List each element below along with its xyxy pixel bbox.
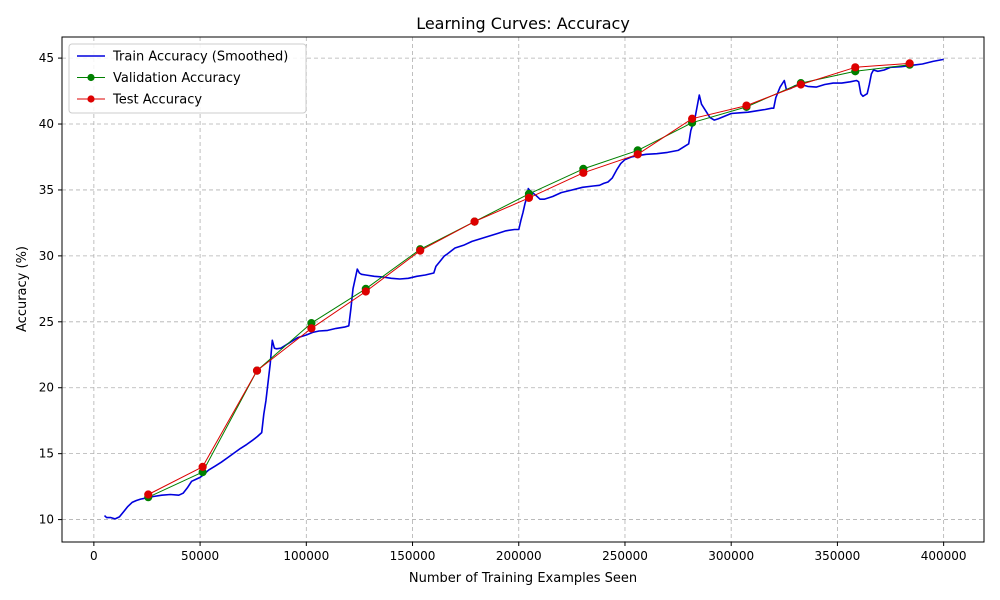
legend-swatch-marker bbox=[87, 73, 95, 82]
y-axis-label: Accuracy (%) bbox=[15, 246, 30, 332]
series-point bbox=[144, 490, 153, 499]
y-tick-label: 35 bbox=[39, 183, 54, 197]
legend: Train Accuracy (Smoothed) Validation Accu… bbox=[68, 43, 307, 114]
x-tick-label: 200000 bbox=[496, 549, 542, 563]
legend-label: Validation Accuracy bbox=[113, 71, 241, 86]
x-tick-label: 100000 bbox=[283, 549, 329, 563]
series-point bbox=[198, 462, 207, 471]
series-point bbox=[579, 168, 588, 177]
series-point bbox=[524, 193, 534, 202]
legend-label: Test Accuracy bbox=[112, 93, 202, 108]
series-point bbox=[307, 324, 316, 333]
legend-swatch-marker bbox=[87, 95, 95, 103]
chart-title: Learning Curves: Accuracy bbox=[416, 14, 630, 33]
series-layer bbox=[103, 58, 944, 520]
y-tick-label: 20 bbox=[39, 381, 54, 395]
series-point bbox=[416, 246, 425, 255]
plot-frame bbox=[61, 36, 985, 543]
y-tick-label: 15 bbox=[39, 447, 54, 461]
legend-box bbox=[68, 43, 307, 114]
series-point bbox=[905, 59, 914, 68]
x-tick-label: 0 bbox=[90, 549, 98, 563]
tick-layer: 0 50000 100000 150000 200000 250000 300000 3500… bbox=[39, 51, 967, 563]
series-point bbox=[633, 150, 642, 159]
series-point bbox=[361, 287, 370, 296]
x-tick-label: 400000 bbox=[921, 549, 967, 563]
series-point bbox=[742, 101, 751, 110]
x-tick-label: 350000 bbox=[815, 549, 861, 563]
x-tick-label: 250000 bbox=[602, 549, 648, 563]
x-tick-label: 50000 bbox=[181, 549, 219, 563]
y-tick-label: 10 bbox=[39, 513, 54, 527]
y-tick-label: 30 bbox=[39, 249, 54, 263]
x-tick-label: 300000 bbox=[708, 549, 754, 563]
x-tick-label: 150000 bbox=[390, 549, 436, 563]
series-point bbox=[688, 114, 697, 123]
y-tick-label: 40 bbox=[39, 117, 54, 131]
x-axis-label: Number of Training Examples Seen bbox=[409, 571, 637, 586]
series-point bbox=[470, 217, 479, 226]
series-point bbox=[796, 80, 805, 89]
series-point bbox=[252, 366, 262, 375]
y-tick-label: 45 bbox=[39, 51, 54, 65]
y-tick-label: 25 bbox=[39, 315, 54, 329]
legend-label: Train Accuracy (Smoothed) bbox=[112, 50, 288, 65]
grid-layer bbox=[62, 37, 984, 542]
series-point bbox=[851, 63, 860, 72]
